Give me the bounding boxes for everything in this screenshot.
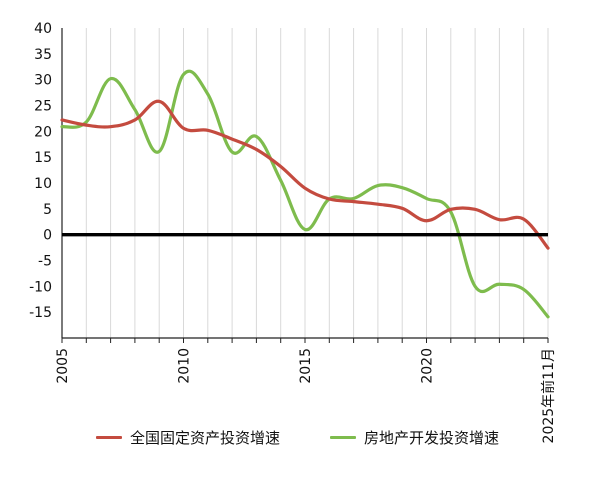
y-tick-label: 30 bbox=[34, 73, 52, 89]
y-tick-label: -5 bbox=[38, 254, 52, 270]
legend-item-fixed-asset-investment: 全国固定资产投资增速 bbox=[96, 427, 280, 448]
y-tick-label: 0 bbox=[43, 228, 52, 244]
y-tick-label: 35 bbox=[34, 47, 52, 63]
x-tick-label: 2010 bbox=[177, 348, 193, 384]
y-tick-label: 25 bbox=[34, 99, 52, 115]
y-tick-label: 40 bbox=[34, 21, 52, 37]
legend-swatch-real-estate bbox=[330, 436, 356, 439]
series-lines bbox=[60, 69, 550, 319]
x-axis-ticks: 2005 2010 2015 2020 2025年前11月 bbox=[55, 348, 557, 443]
y-tick-label: -15 bbox=[29, 305, 52, 321]
y-axis-ticks: 40 35 30 25 20 15 10 5 0 -5 -10 -15 bbox=[29, 21, 52, 321]
legend-item-real-estate-investment: 房地产开发投资增速 bbox=[330, 427, 499, 448]
y-tick-label: 15 bbox=[34, 150, 52, 166]
x-tick-label: 2005 bbox=[55, 348, 71, 384]
legend-swatch-fixed-asset bbox=[96, 436, 122, 439]
legend: 全国固定资产投资增速 房地产开发投资增速 bbox=[0, 427, 599, 451]
x-tick-label: 2025年前11月 bbox=[540, 348, 557, 443]
series-line-fixed-asset-investment bbox=[60, 99, 550, 250]
vertical-grid bbox=[61, 28, 549, 338]
legend-label-real-estate: 房地产开发投资增速 bbox=[364, 429, 500, 447]
chart-axes bbox=[61, 28, 549, 343]
x-tick-label: 2020 bbox=[420, 348, 436, 384]
series-line-real-estate-investment bbox=[60, 69, 550, 319]
y-tick-label: 10 bbox=[34, 176, 52, 192]
x-tick-label: 2015 bbox=[298, 348, 314, 384]
legend-label-fixed-asset: 全国固定资产投资增速 bbox=[130, 429, 281, 447]
y-tick-label: 20 bbox=[34, 124, 52, 140]
y-tick-label: -10 bbox=[29, 279, 52, 295]
y-tick-label: 5 bbox=[43, 202, 52, 218]
